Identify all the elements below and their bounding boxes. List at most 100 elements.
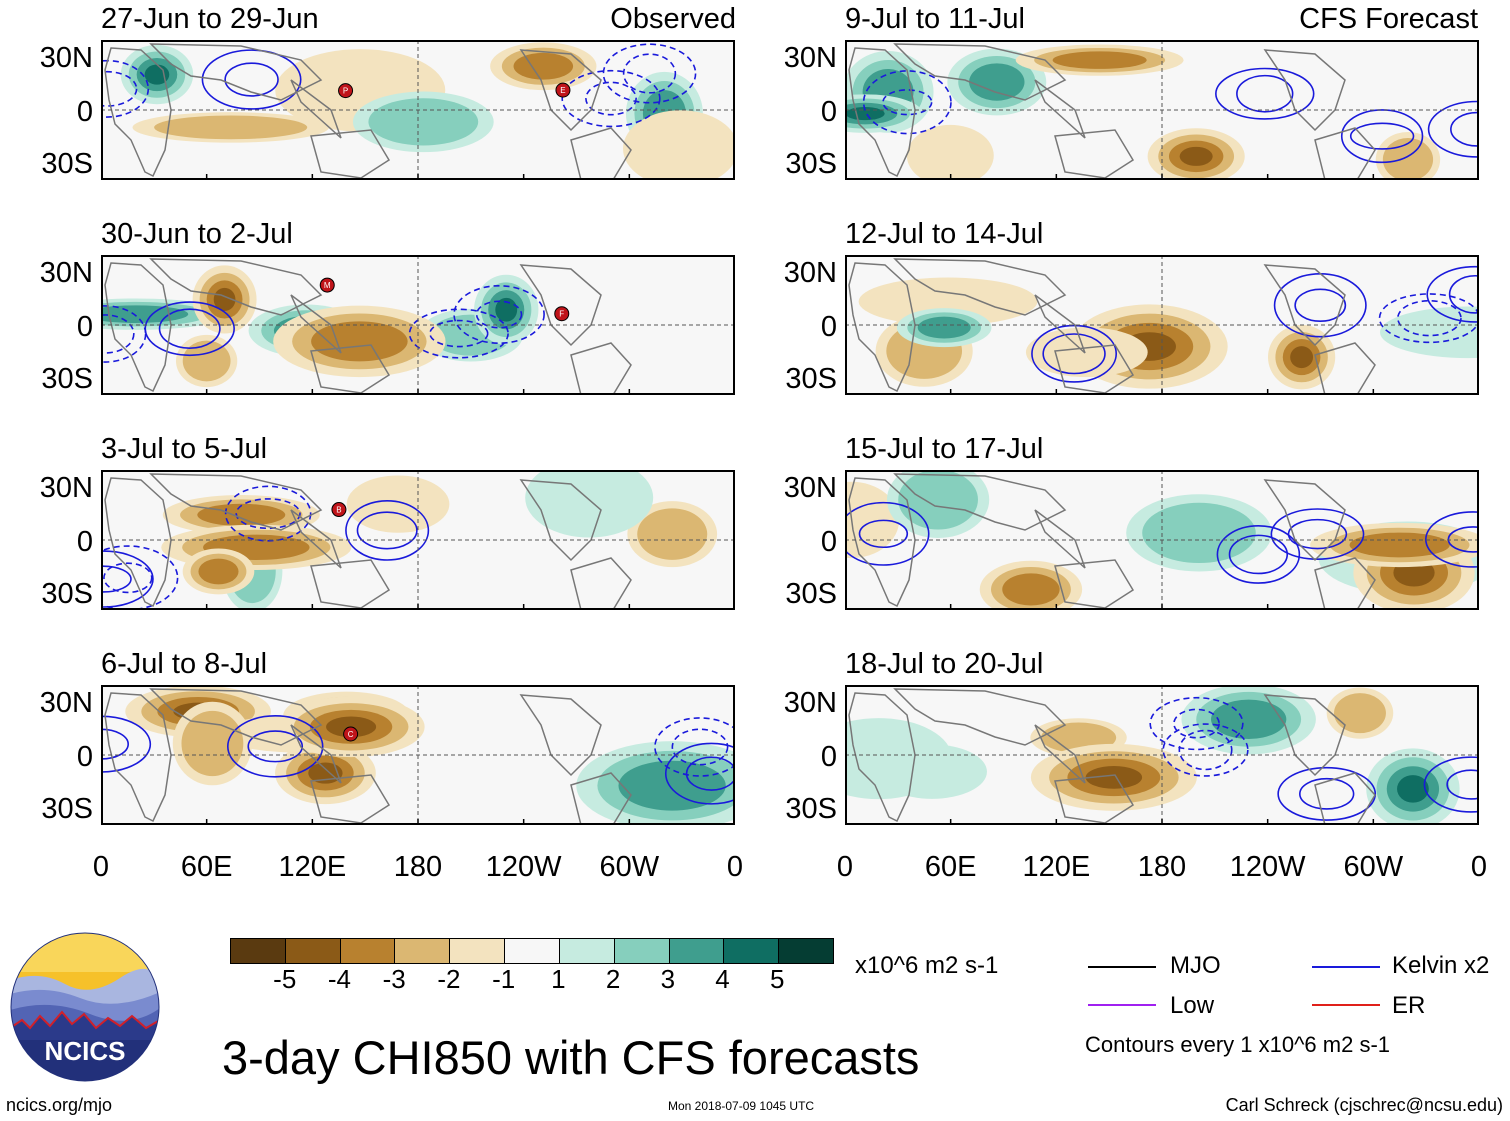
lat-tick-label: 30S (41, 793, 93, 825)
lat-tick-label: 0 (820, 96, 837, 128)
lat-tick-label: 30S (41, 578, 93, 610)
coastline (1034, 79, 1086, 139)
lon-tick-label: 60W (599, 851, 660, 883)
chi-anomaly-shading (1334, 693, 1386, 734)
kelvin-contour (224, 485, 312, 542)
coastline (519, 49, 602, 132)
chi-anomaly-shading (1397, 775, 1429, 803)
kelvin-contour (144, 301, 235, 357)
coastline (310, 559, 391, 609)
coastline (1314, 342, 1376, 395)
legend-er-label: ER (1392, 992, 1426, 1019)
coastline (570, 342, 632, 395)
kelvin-contour (1396, 299, 1462, 337)
tropical-cyclone-marker: B (331, 502, 347, 518)
lat-tick-label: 0 (820, 741, 837, 773)
kelvin-contour (1340, 109, 1424, 164)
kelvin-contour (101, 550, 154, 608)
coastline (1263, 694, 1346, 777)
kelvin-contour (1236, 74, 1294, 113)
kelvin-contour (101, 565, 132, 593)
lat-tick-label: 30N (783, 687, 837, 719)
coastline (104, 692, 172, 823)
tc-marker-letter: B (336, 506, 341, 515)
lat-tick-label: 0 (76, 526, 93, 558)
chi-anomaly-shading (346, 475, 450, 533)
map-panel (845, 255, 1479, 395)
coastline (290, 294, 342, 354)
coastline (893, 258, 1067, 316)
coastline (848, 47, 916, 178)
colorbar-tick-label: 5 (770, 964, 785, 994)
chi-anomaly-shading (1349, 532, 1450, 558)
kelvin-contour (862, 70, 952, 135)
timestamp: Mon 2018-07-09 1045 UTC (668, 1099, 815, 1113)
lon-tick-label: 120E (1022, 851, 1091, 883)
chi-anomaly-shading (1179, 146, 1213, 166)
map-panel: B (101, 470, 735, 610)
kelvin-contour (1349, 122, 1415, 150)
observed-column-tag: Observed (610, 3, 736, 35)
coastline (149, 473, 323, 531)
kelvin-contour (1173, 708, 1220, 739)
chi-anomaly-shading (917, 316, 971, 339)
coastline (1263, 49, 1346, 132)
map-panel (845, 40, 1479, 180)
kelvin-contour (356, 511, 418, 550)
colorbar-cell (285, 939, 341, 963)
colorbar-cell (614, 939, 670, 963)
kelvin-contour (1042, 333, 1106, 375)
chi-anomaly-shading (969, 63, 1025, 101)
coastline (848, 477, 916, 608)
colorbar-tick-label: 1 (551, 964, 566, 994)
kelvin-contour (858, 519, 909, 549)
kelvin-contour (1448, 274, 1479, 314)
lat-tick-label: 30N (39, 257, 93, 289)
lon-tick-label: 180 (393, 851, 443, 883)
kelvin-contour (1294, 288, 1347, 323)
panel-period-label: 27-Jun to 29-Jun (101, 3, 319, 35)
kelvin-contour (224, 62, 279, 97)
lat-tick-label: 30N (39, 472, 93, 504)
coastline (893, 43, 1067, 101)
kelvin-contour (585, 81, 637, 116)
kelvin-contour (561, 69, 661, 128)
colorbar-cell (450, 939, 506, 963)
chi-anomaly-shading (525, 470, 654, 538)
legend-low-line (1088, 1004, 1156, 1006)
coastline (149, 258, 323, 316)
kelvin-contour (226, 715, 324, 778)
colorbar-tick-label: -3 (382, 964, 406, 994)
lon-tick-label: 0 (1470, 851, 1488, 883)
chi-anomaly-shading (198, 558, 239, 585)
panel-period-label: 6-Jul to 8-Jul (101, 648, 268, 680)
tropical-cyclone-marker: P (338, 83, 354, 99)
lat-tick-label: 30S (785, 148, 837, 180)
coastline (893, 473, 1067, 531)
lat-tick-label: 30N (39, 42, 93, 74)
kelvin-contour (101, 314, 135, 354)
coastline (1314, 127, 1376, 180)
coastline (1054, 559, 1135, 609)
lon-tick-label: 120W (485, 851, 562, 883)
site-url[interactable]: ncics.org/mjo (6, 1095, 113, 1115)
chi-anomaly-shading (368, 98, 479, 146)
lat-tick-label: 30S (785, 363, 837, 395)
tc-marker-letter: P (343, 87, 348, 96)
colorbar-tick-label: 3 (660, 964, 676, 994)
chi-anomaly-shading (1002, 573, 1060, 606)
map-panel: MF (101, 255, 735, 395)
panel-period-label: 30-Jun to 2-Jul (101, 218, 293, 250)
lat-tick-label: 0 (76, 311, 93, 343)
lon-tick-label: 120E (278, 851, 347, 883)
chi-anomaly-shading (1290, 346, 1314, 369)
chi-anomaly-shading (197, 503, 286, 527)
kelvin-contour (103, 562, 153, 594)
forecast-column-tag: CFS Forecast (1299, 3, 1478, 35)
kelvin-contour (201, 49, 302, 110)
lon-tick-label: 180 (1137, 851, 1187, 883)
coastline (290, 509, 342, 569)
panel-period-label: 3-Jul to 5-Jul (101, 433, 268, 465)
kelvin-contour (247, 730, 304, 763)
lat-tick-label: 30N (783, 472, 837, 504)
